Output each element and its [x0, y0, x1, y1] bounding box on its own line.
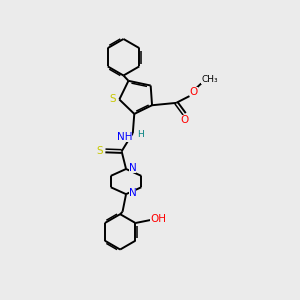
Text: S: S [97, 146, 104, 156]
Text: H: H [137, 130, 144, 139]
Text: N: N [129, 188, 136, 198]
Text: NH: NH [117, 132, 132, 142]
Text: S: S [110, 94, 116, 104]
Text: OH: OH [150, 214, 167, 224]
Text: O: O [190, 87, 198, 97]
Text: O: O [181, 115, 189, 125]
Text: CH₃: CH₃ [201, 75, 218, 84]
Text: N: N [129, 163, 136, 173]
